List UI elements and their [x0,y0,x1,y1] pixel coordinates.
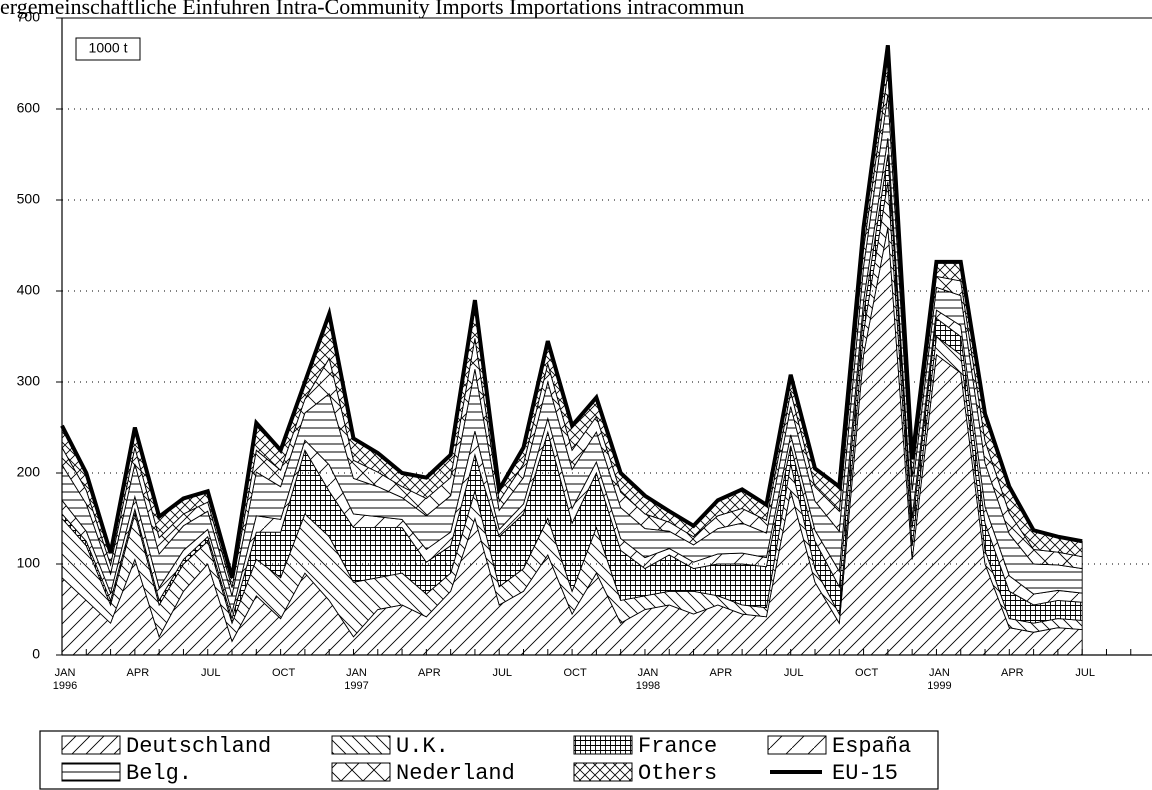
legend-swatch [331,735,391,755]
legend-label: U.K. [396,734,449,759]
line [60,45,1083,579]
unit-label: 1000 t [89,40,128,56]
x-tick-label: JUL [784,667,804,679]
unit-box [75,37,141,61]
x-tick-label: OCT [855,667,879,679]
x-tick-label: JAN 1999 [927,667,951,692]
x-tick-label: JAN 1997 [344,667,368,692]
legend-swatch [331,762,391,782]
x-tick-label: JUL [492,667,512,679]
legend-swatch [61,762,121,782]
legend-swatch [61,735,121,755]
y-tick-label: 400 [17,282,41,298]
y-tick-label: 300 [17,373,41,389]
x-tick-label: APR [710,667,733,679]
x-tick-label: APR [418,667,441,679]
x-tick-label: JUL [201,667,221,679]
legend-label: EU-15 [832,761,898,786]
y-tick-label: 500 [17,191,41,207]
x-tick-label: JAN 1996 [53,667,77,692]
chart-title: ergemeinschaftliche Einfuhren Intra-Comm… [0,0,744,19]
legend-label: Others [638,761,717,786]
y-tick-label: 0 [32,646,40,662]
legend-label: España [832,734,911,759]
legend-label: France [638,734,717,759]
x-tick-label: OCT [272,667,296,679]
x-tick-label: OCT [563,667,587,679]
x-tick-label: APR [1001,667,1024,679]
x-tick-label: JAN 1998 [636,667,660,692]
y-tick-label: 700 [17,9,41,25]
legend-label: Nederland [396,761,515,786]
legend-label: Deutschland [126,734,271,759]
x-tick-label: APR [127,667,150,679]
y-tick-label: 600 [17,100,41,116]
y-tick-label: 200 [17,464,41,480]
legend-swatch [573,735,633,755]
legend-label: Belg. [126,761,192,786]
x-tick-label: JUL [1075,667,1095,679]
legend-swatch [573,762,633,782]
y-tick-label: 100 [17,555,41,571]
legend-swatch [767,735,827,755]
plot-area [60,45,1083,656]
